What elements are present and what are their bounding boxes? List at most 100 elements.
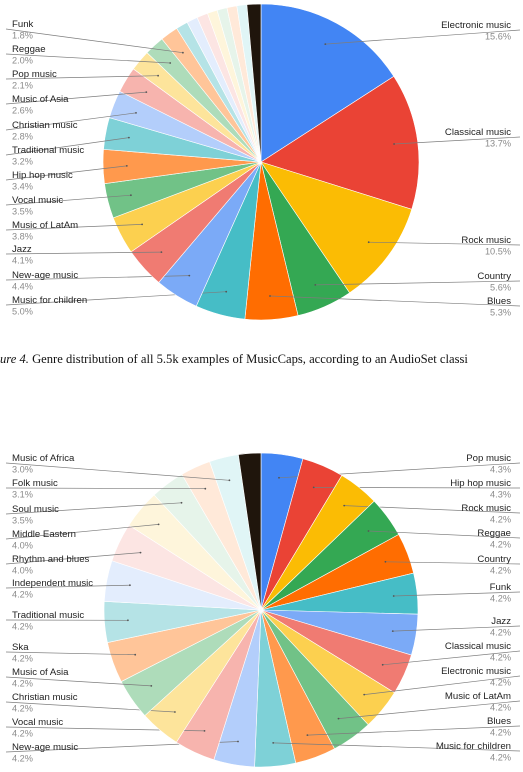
slice-label-jazz: Jazz bbox=[491, 616, 511, 627]
leader-dot-classical-music bbox=[393, 143, 395, 145]
leader-dot-hip-hop-music bbox=[312, 486, 315, 489]
slice-label-vocal-music: Vocal music bbox=[12, 717, 63, 728]
leader-dot-soul-music bbox=[180, 501, 183, 504]
leader-line-funk bbox=[393, 591, 521, 597]
slice-percent-funk: 1.8% bbox=[12, 31, 33, 41]
slice-percent-pop-music: 2.1% bbox=[12, 81, 33, 91]
slice-label-country: Country bbox=[477, 554, 511, 565]
slice-percent-electronic-music: 15.6% bbox=[485, 32, 511, 42]
leader-dot-christian-music bbox=[135, 112, 137, 114]
slice-label-music-of-latam: Music of LatAm bbox=[12, 220, 78, 231]
leader-dot-blues bbox=[306, 734, 309, 736]
slice-label-traditional-music: Traditional music bbox=[12, 610, 84, 621]
leader-dot-christian-music bbox=[174, 711, 176, 713]
leader-dot-pop-music bbox=[157, 74, 160, 77]
slice-label-reggae: Reggae bbox=[477, 528, 511, 539]
slice-percent-blues: 5.3% bbox=[490, 308, 511, 318]
slice-label-blues: Blues bbox=[487, 296, 511, 307]
leader-dot-jazz bbox=[160, 251, 163, 254]
slice-label-ska: Ska bbox=[12, 642, 29, 653]
leader-dot-country bbox=[314, 284, 317, 286]
figure-caption-label: ure 4. bbox=[0, 352, 29, 366]
leader-line-music-of-latam bbox=[338, 700, 521, 719]
slice-percent-music-of-latam: 3.8% bbox=[12, 232, 33, 242]
figure-caption: ure 4. Genre distribution of all 5.5k ex… bbox=[0, 352, 523, 367]
slice-percent-vocal-music: 4.2% bbox=[12, 729, 33, 739]
slice-percent-soul-music: 3.5% bbox=[12, 516, 33, 526]
slice-percent-electronic-music: 4.2% bbox=[490, 678, 511, 688]
slice-label-rock-music: Rock music bbox=[461, 503, 511, 514]
leader-dot-music-for-children bbox=[272, 742, 275, 744]
slice-percent-traditional-music: 4.2% bbox=[12, 622, 33, 632]
slice-label-music-for-children: Music for children bbox=[436, 741, 511, 752]
slice-percent-jazz: 4.1% bbox=[12, 256, 33, 266]
leader-line-blues bbox=[307, 725, 521, 736]
pie-slice-rock-music bbox=[260, 161, 413, 294]
pie-slice-electronic-music bbox=[260, 3, 395, 163]
leader-dot-pop-music bbox=[278, 476, 280, 479]
slice-percent-christian-music: 2.8% bbox=[12, 132, 33, 142]
figure-caption-text: Genre distribution of all 5.5k examples … bbox=[32, 352, 468, 366]
slice-percent-middle-eastern: 4.0% bbox=[12, 541, 33, 551]
leader-dot-reggae bbox=[367, 530, 370, 532]
leader-line-blues bbox=[269, 295, 521, 307]
leader-dot-electronic-music bbox=[324, 43, 327, 45]
slice-percent-country: 4.2% bbox=[490, 566, 511, 576]
slice-label-reggae: Reggae bbox=[12, 44, 46, 55]
leader-line-music-of-asia bbox=[5, 91, 147, 105]
slice-percent-reggae: 4.2% bbox=[490, 540, 511, 550]
slice-label-rhythm-and-blues: Rhythm and blues bbox=[12, 554, 90, 565]
leader-line-independent-music bbox=[5, 584, 130, 589]
leader-line-country bbox=[385, 561, 521, 565]
leader-dot-middle-eastern bbox=[157, 523, 160, 526]
leader-line-vocal-music bbox=[5, 194, 131, 206]
slice-label-music-of-asia: Music of Asia bbox=[12, 667, 69, 678]
leader-line-rock-music bbox=[368, 241, 521, 246]
slice-label-middle-eastern: Middle Eastern bbox=[12, 529, 76, 540]
slice-label-classical-music: Classical music bbox=[445, 641, 511, 652]
leader-line-middle-eastern bbox=[5, 524, 159, 540]
slice-percent-hip-hop-music: 3.4% bbox=[12, 182, 33, 192]
slice-percent-funk: 4.2% bbox=[490, 594, 511, 604]
pie-slice-unlabeled-24 bbox=[246, 3, 262, 163]
slice-percent-new-age-music: 4.2% bbox=[12, 754, 33, 764]
leader-line-classical-music bbox=[382, 650, 521, 666]
leader-dot-blues bbox=[269, 295, 271, 297]
leader-line-country bbox=[315, 280, 521, 286]
slice-label-blues: Blues bbox=[487, 716, 511, 727]
leader-line-traditional-music bbox=[5, 137, 129, 156]
slice-label-traditional-music: Traditional music bbox=[12, 145, 84, 156]
slice-percent-reggae: 2.0% bbox=[12, 56, 33, 66]
leader-line-electronic-music bbox=[364, 675, 521, 695]
slice-percent-music-of-latam: 4.2% bbox=[490, 703, 511, 713]
leader-dot-funk bbox=[182, 51, 184, 54]
slice-percent-rhythm-and-blues: 4.0% bbox=[12, 566, 33, 576]
slice-percent-folk-music: 3.1% bbox=[12, 490, 33, 500]
leader-dot-music-of-latam bbox=[141, 223, 144, 226]
slice-label-independent-music: Independent music bbox=[12, 578, 93, 589]
leader-dot-reggae bbox=[169, 62, 172, 64]
leader-dot-music-of-africa bbox=[228, 479, 231, 482]
slice-percent-blues: 4.2% bbox=[490, 728, 511, 738]
slice-label-funk: Funk bbox=[12, 19, 34, 30]
slice-label-christian-music: Christian music bbox=[12, 120, 78, 131]
leader-dot-ska bbox=[134, 653, 137, 656]
slice-label-pop-music: Pop music bbox=[12, 69, 57, 80]
slice-label-vocal-music: Vocal music bbox=[12, 195, 63, 206]
slice-percent-vocal-music: 3.5% bbox=[12, 207, 33, 217]
slice-label-hip-hop-music: Hip hop music bbox=[12, 170, 73, 181]
slice-percent-country: 5.6% bbox=[490, 283, 511, 293]
leader-line-ska bbox=[5, 651, 136, 656]
leader-line-rhythm-and-blues bbox=[5, 552, 141, 565]
leader-dot-vocal-music bbox=[130, 194, 132, 197]
leader-line-music-of-latam bbox=[5, 224, 143, 231]
slice-label-music-of-latam: Music of LatAm bbox=[445, 691, 511, 702]
leader-dot-electronic-music bbox=[363, 693, 366, 696]
slice-percent-classical-music: 4.2% bbox=[490, 653, 511, 663]
pie-slice-classical-music bbox=[260, 75, 420, 210]
leader-dot-traditional-music bbox=[127, 136, 130, 139]
leader-line-pop-music bbox=[5, 75, 159, 80]
slice-label-classical-music: Classical music bbox=[445, 127, 511, 138]
